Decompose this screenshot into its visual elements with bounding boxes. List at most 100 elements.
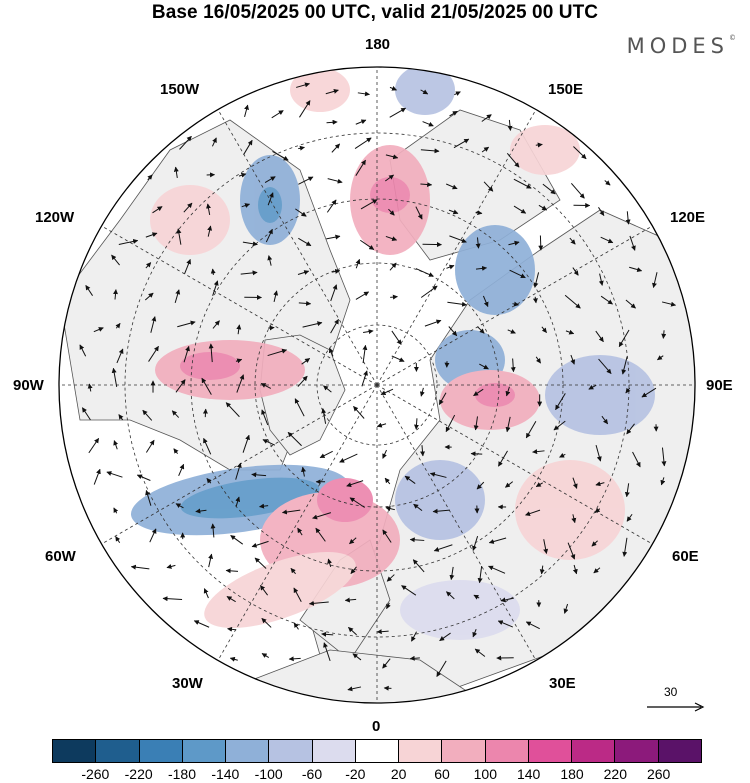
wind-arrow [505,481,514,488]
wind-arrow [177,320,196,328]
wind-arrow [242,434,250,453]
wind-arrow [572,267,579,276]
wind-arrow [259,503,269,509]
wind-arrow [624,483,630,498]
wind-arrow [150,316,157,333]
wind-arrow [88,437,100,454]
wind-arrow [243,139,253,155]
lon-label-90w: 90W [13,377,44,394]
wind-arrow [149,528,157,543]
wind-arrow [433,544,453,552]
wind-arrow [621,356,628,375]
wind-arrow [389,262,397,271]
wind-arrow [538,204,548,211]
wind-arrow [297,270,310,275]
wind-arrow [542,183,556,195]
wind-arrow [629,266,643,272]
wind-arrow [625,387,631,394]
wind-arrow [254,557,267,569]
wind-arrow [600,236,614,244]
wind-arrow [498,450,508,467]
wind-arrow [629,235,636,251]
lon-label-120e: 120E [670,209,706,226]
wind-arrow [355,258,361,269]
wind-arrow [404,475,416,484]
wind-arrow [225,568,239,574]
wind-arrow [238,172,247,178]
wind-arrow [626,513,633,522]
wind-arrow [600,295,613,305]
wind-arrow [567,542,576,560]
wind-arrow [476,481,485,490]
anomaly-red-north-pacific [290,68,350,112]
wind-arrow [446,183,458,190]
colorbar-tick-label: -100 [254,766,283,782]
wind-arrow [505,386,511,397]
wind-arrow [298,300,312,306]
wind-arrow [359,239,375,250]
anomaly-red-atlantic-core [317,478,373,522]
wind-arrow [347,686,362,692]
colorbar-swatch [226,740,270,762]
wind-arrow [130,564,150,570]
wind-arrow [178,463,185,477]
wind-arrow [195,508,207,514]
wind-arrow [115,322,121,329]
lon-label-90e: 90E [706,377,733,394]
wind-arrow [510,358,516,373]
wind-arrow [346,480,364,488]
wind-arrow [299,100,311,118]
wind-arrow [210,268,216,276]
wind-arrow [564,294,581,309]
wind-arrow [264,176,276,183]
wind-arrow [323,642,331,662]
colorbar-swatch [312,740,356,762]
wind-arrow [382,529,392,543]
lon-label-0: 0 [372,718,381,735]
wind-arrow [136,474,151,481]
wind-arrow [525,421,537,439]
wind-arrow [652,272,658,289]
wind-arrow [206,203,211,215]
wind-arrow [445,414,456,433]
wind-arrow [438,392,447,405]
wind-arrow [321,408,327,424]
wind-arrow [588,384,597,390]
wind-arrow [297,375,308,387]
wind-arrow [298,176,314,185]
wind-arrow [326,119,338,125]
colorbar-swatch [53,740,97,762]
wind-arrow [355,159,366,176]
wind-arrow [174,289,181,304]
wind-arrow [79,344,87,357]
wind-arrow [201,377,212,395]
wind-arrow [244,104,249,118]
wind-arrow [436,660,447,677]
wind-arrow [506,152,520,168]
wind-arrow [171,410,180,418]
wind-arrow [525,509,541,516]
wind-arrow [497,620,514,628]
wind-arrow [225,402,240,418]
wind-arrow [353,406,365,419]
wind-arrow [385,154,399,160]
anomaly-red-subtropics [204,552,356,628]
anomaly-red-urals-core [475,383,515,407]
wind-arrow [412,559,425,573]
wind-arrow [144,292,154,301]
wind-arrow [507,119,513,131]
wind-arrow [85,284,93,296]
wind-arrow [382,658,391,669]
wind-arrow [454,91,461,96]
wind-arrow [93,468,101,485]
colorbar-tick-label: -60 [301,766,323,782]
wind-arrow [477,326,485,334]
wind-arrow [298,145,305,151]
wind-arrow [290,567,296,575]
wind-arrow [473,416,479,431]
wind-arrow [512,301,520,307]
wind-arrow [449,235,467,243]
wind-arrow [298,237,312,247]
colorbar-swatch [442,740,486,762]
